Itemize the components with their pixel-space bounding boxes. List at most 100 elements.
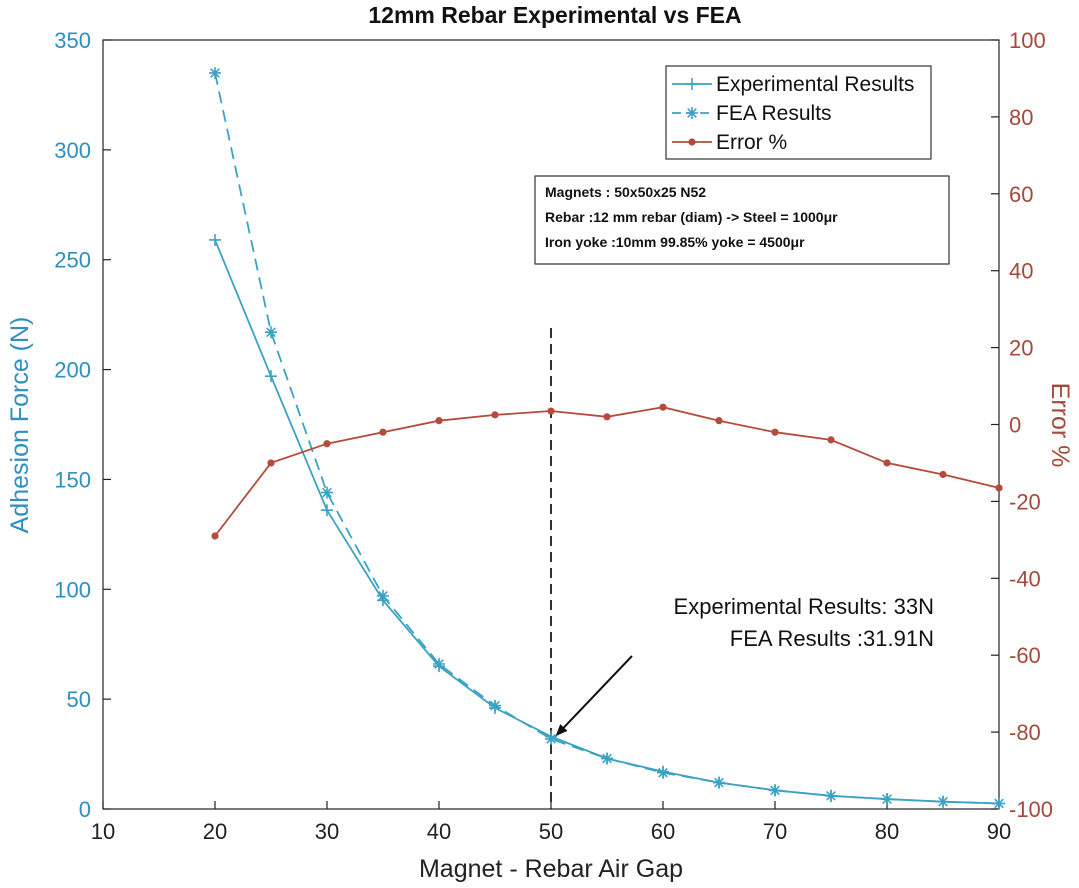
point-marker — [601, 752, 613, 765]
series-line — [214, 239, 1000, 805]
y2-tick-label: -80 — [1009, 720, 1041, 745]
y-tick-label: 100 — [54, 577, 91, 602]
y-axis-right: -100 -80 -60 -40 -20 0 20 40 60 80 100 — [991, 28, 1053, 822]
y2-axis-label: Error % — [1046, 383, 1074, 468]
legend-label: FEA Results — [716, 102, 832, 125]
data-point — [883, 459, 891, 467]
point-marker — [321, 504, 333, 517]
y-axis-left: 0 50 100 150 200 250 300 350 — [54, 28, 111, 822]
point-marker — [435, 417, 443, 425]
data-point — [659, 403, 667, 411]
point-marker — [209, 66, 221, 79]
point-marker — [825, 789, 837, 802]
series-2 — [209, 66, 1005, 810]
point-marker — [715, 417, 723, 425]
data-point — [713, 776, 725, 789]
legend-item: Error % — [672, 131, 787, 154]
point-marker — [321, 486, 333, 499]
data-point — [491, 411, 499, 419]
point-marker — [377, 589, 389, 602]
legend-item: FEA Results — [672, 102, 832, 125]
point-marker — [433, 657, 445, 670]
x-tick-label: 70 — [763, 819, 787, 844]
x-tick-label: 50 — [539, 819, 563, 844]
point-marker — [713, 776, 725, 789]
y-axis-label: Adhesion Force (N) — [6, 317, 34, 534]
note-line-2: Rebar :12 mm rebar (diam) -> Steel = 100… — [545, 209, 838, 225]
x-tick-label: 30 — [315, 819, 339, 844]
y2-tick-label: 20 — [1009, 336, 1033, 361]
point-marker — [688, 138, 696, 146]
y2-tick-label: -20 — [1009, 489, 1041, 514]
point-marker — [659, 403, 667, 411]
y2-tick-label: 80 — [1009, 105, 1033, 130]
point-marker — [995, 484, 1003, 492]
point-marker — [323, 440, 331, 448]
data-point — [769, 784, 781, 797]
data-point — [545, 732, 557, 745]
data-point — [377, 589, 389, 602]
point-marker — [827, 436, 835, 444]
data-point — [827, 436, 835, 444]
annotation-line-2: FEA Results :31.91N — [730, 626, 934, 651]
y-tick-label: 300 — [54, 138, 91, 163]
data-point — [771, 428, 779, 436]
data-point — [995, 484, 1003, 492]
data-point — [603, 413, 611, 421]
data-point — [489, 699, 501, 712]
annotation-line-1: Experimental Results: 33N — [674, 594, 934, 619]
legend: Experimental Results FEA Results Error % — [665, 65, 932, 160]
data-point — [211, 532, 219, 540]
y-tick-label: 150 — [54, 467, 91, 492]
point-marker — [491, 411, 499, 419]
series-layer — [209, 66, 1005, 810]
chart-title: 12mm Rebar Experimental vs FEA — [368, 2, 741, 28]
x-tick-label: 40 — [427, 819, 451, 844]
y-tick-label: 250 — [54, 248, 91, 273]
y2-tick-label: 0 — [1009, 413, 1021, 438]
y-tick-label: 50 — [67, 687, 91, 712]
point-marker — [547, 407, 555, 415]
point-marker — [686, 107, 698, 119]
y-tick-label: 0 — [79, 797, 91, 822]
x-tick-label: 80 — [875, 819, 899, 844]
point-marker — [939, 470, 947, 479]
data-point — [601, 752, 613, 765]
series-line — [214, 406, 1000, 537]
data-point — [265, 326, 277, 339]
y2-tick-label: 40 — [1009, 259, 1033, 284]
x-tick-label: 90 — [987, 819, 1011, 844]
series-3 — [211, 403, 1003, 540]
legend-label: Error % — [716, 131, 787, 154]
point-marker — [657, 766, 669, 779]
point-marker — [209, 233, 221, 246]
y-tick-label: 200 — [54, 358, 91, 383]
legend-box — [665, 65, 932, 160]
y2-tick-label: -60 — [1009, 643, 1041, 668]
note-box: Magnets : 50x50x25 N52 Rebar :12 mm reba… — [534, 175, 950, 265]
point-marker — [881, 793, 893, 806]
point-marker — [686, 78, 698, 90]
data-point — [881, 793, 893, 806]
note-frame — [534, 175, 950, 265]
y2-tick-label: 60 — [1009, 182, 1033, 207]
point-marker — [265, 326, 277, 339]
data-point — [435, 417, 443, 425]
data-point — [209, 233, 221, 246]
data-point — [267, 459, 275, 467]
data-point — [323, 440, 331, 448]
point-marker — [545, 732, 557, 745]
data-point — [433, 657, 445, 670]
data-point — [379, 428, 387, 436]
point-marker — [211, 532, 219, 540]
data-point — [321, 486, 333, 499]
y2-tick-label: -100 — [1009, 797, 1053, 822]
data-point — [657, 766, 669, 779]
legend-label: Experimental Results — [716, 73, 914, 96]
point-marker — [937, 795, 949, 808]
y-tick-label: 350 — [54, 28, 91, 53]
point-marker — [771, 428, 779, 436]
data-point — [686, 107, 698, 119]
data-point — [937, 795, 949, 808]
